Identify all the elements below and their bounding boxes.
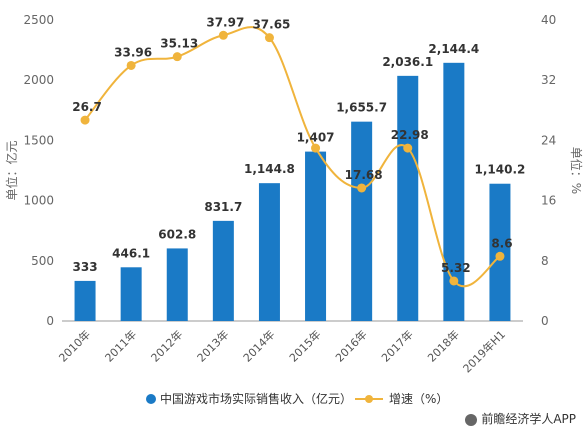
x-tick-label: 2019年H1 — [460, 327, 508, 375]
x-tick-label: 2017年 — [378, 327, 415, 364]
x-tick-label: 2013年 — [194, 327, 231, 364]
line-value-label: 37.97 — [206, 15, 244, 29]
bar-value-label: 1,140.2 — [475, 163, 526, 177]
y-left-tick-label: 1000 — [23, 194, 54, 208]
bar-value-label: 446.1 — [112, 246, 150, 260]
x-tick-label: 2015年 — [286, 327, 323, 364]
line-value-label: 37.65 — [252, 18, 290, 32]
y-left-tick-label: 500 — [31, 254, 54, 268]
bar-value-label: 602.8 — [158, 227, 196, 241]
bar — [212, 220, 234, 321]
bar — [166, 248, 188, 321]
bar — [120, 267, 142, 321]
bar — [305, 151, 327, 321]
source-credit: 前瞻经济学人APP — [465, 410, 576, 427]
legend: 中国游戏市场实际销售收入（亿元） 增速（%） — [146, 391, 448, 406]
line-point — [218, 30, 228, 40]
x-tick-label: 2010年 — [56, 327, 93, 364]
y-right-tick-label: 40 — [541, 13, 556, 27]
y-left-tick-label: 1500 — [23, 133, 54, 147]
bar — [74, 280, 96, 321]
line-series — [80, 26, 505, 288]
line-point — [264, 33, 274, 43]
legend-bar-label: 中国游戏市场实际销售收入（亿元） — [160, 391, 352, 406]
legend-line-marker — [365, 395, 373, 403]
bar — [397, 75, 419, 321]
y-left-tick-label: 2000 — [23, 73, 54, 87]
bar-value-label: 1,144.8 — [244, 162, 295, 176]
data-labels: 333 446.1 602.8 831.7 1,144.8 1,407 1,655.7 2,0… — [72, 15, 525, 275]
legend-bar-marker — [146, 394, 156, 404]
x-tick-label: 2016年 — [332, 327, 369, 364]
bar — [443, 62, 465, 321]
line-value-label: 17.68 — [345, 168, 383, 182]
bar-value-label: 831.7 — [204, 200, 242, 214]
line-value-label: 26.7 — [72, 100, 102, 114]
bar — [258, 183, 280, 321]
x-tick-label: 2018年 — [424, 327, 461, 364]
line-value-label: 5.32 — [441, 261, 471, 275]
bar-value-label: 2,144.4 — [428, 42, 479, 56]
y-left-axis-title: 单位：亿元 — [4, 140, 19, 200]
line-point — [403, 143, 413, 153]
source-text: 前瞻经济学人APP — [481, 412, 576, 426]
y-left-tick-label: 2500 — [23, 13, 54, 27]
line-point — [126, 60, 136, 70]
y-right-tick-label: 0 — [541, 314, 549, 328]
legend-line-label: 增速（%） — [389, 392, 448, 406]
line-point — [311, 143, 321, 153]
x-tick-label: 2011年 — [102, 327, 139, 364]
source-logo-icon — [465, 413, 478, 426]
bar-value-label: 1,407 — [297, 131, 335, 145]
line-value-label: 33.96 — [114, 45, 152, 59]
line-point — [495, 251, 505, 261]
line-point — [449, 276, 459, 286]
line-path — [84, 26, 501, 288]
bar-value-label: 333 — [73, 260, 98, 274]
line-point — [357, 183, 367, 193]
x-tick-label: 2012年 — [148, 327, 185, 364]
bar — [351, 121, 373, 321]
y-right-tick-label: 32 — [541, 73, 556, 87]
line-value-label: 35.13 — [160, 37, 198, 51]
y-left-tick-label: 0 — [46, 314, 54, 328]
y-right-tick-label: 8 — [541, 254, 549, 268]
y-right-axis-title: 单位：% — [569, 147, 584, 194]
bar-value-label: 2,036.1 — [382, 55, 433, 69]
line-point — [172, 52, 182, 62]
bar-value-label: 1,655.7 — [336, 101, 387, 115]
x-tick-label: 2014年 — [240, 327, 277, 364]
y-right-tick-label: 24 — [541, 133, 556, 147]
y-right-tick-label: 16 — [541, 194, 556, 208]
line-value-label: 8.6 — [491, 236, 512, 250]
line-point — [80, 115, 90, 125]
line-value-label: 22.98 — [391, 128, 429, 142]
bar-series — [74, 62, 511, 321]
